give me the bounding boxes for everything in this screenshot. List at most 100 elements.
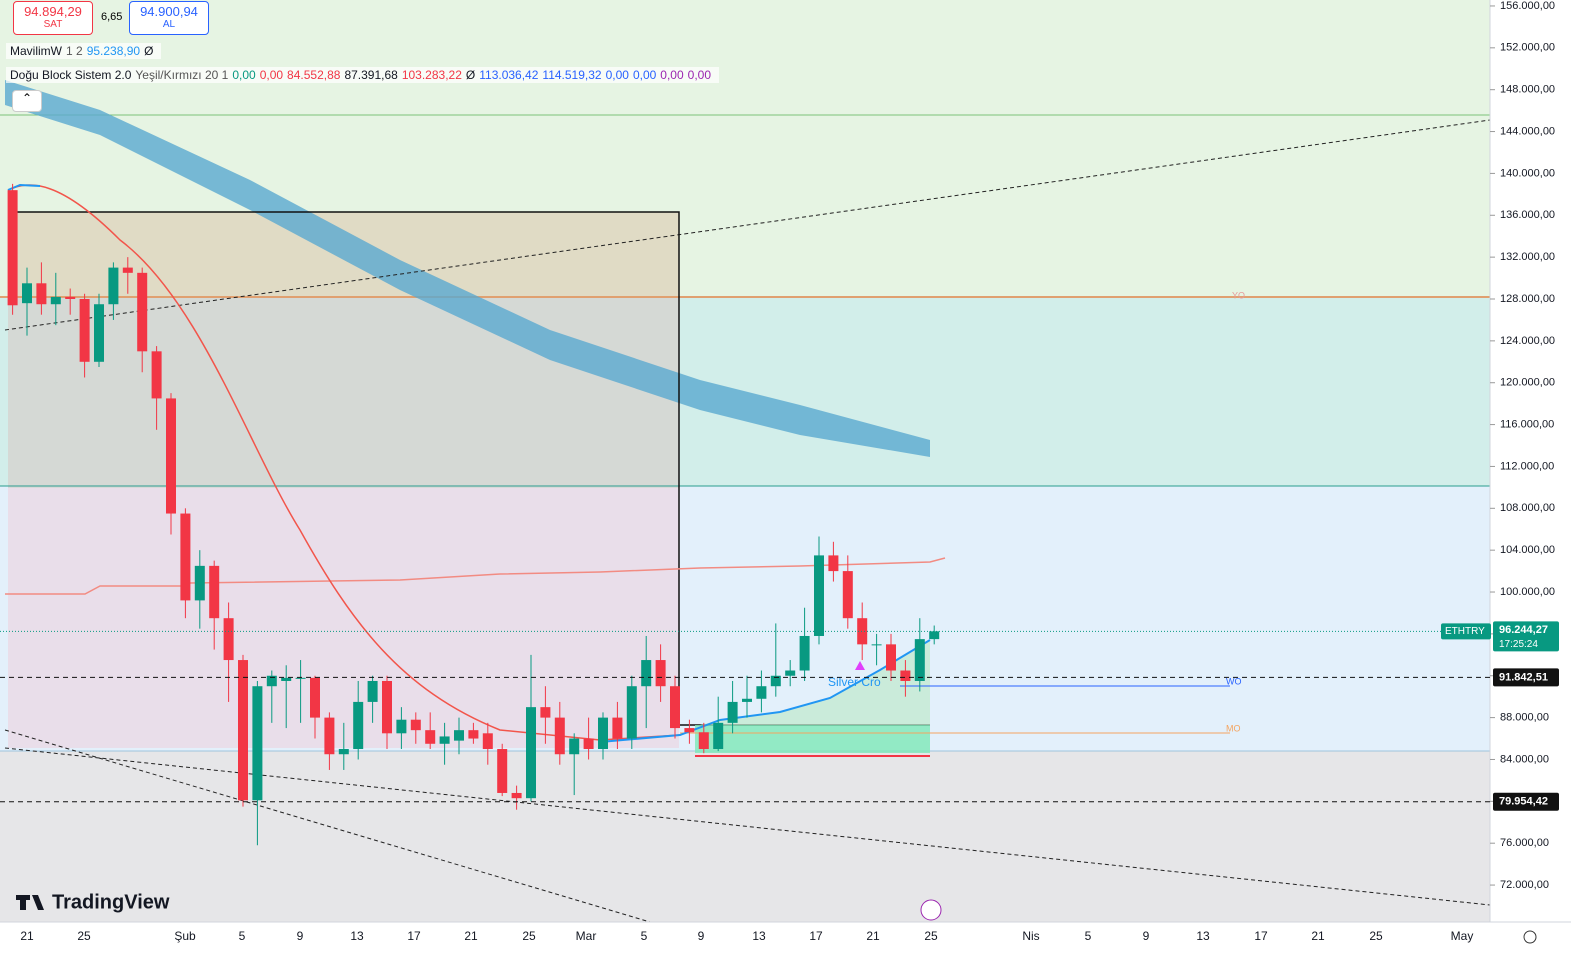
candle-body bbox=[799, 635, 810, 671]
collapse-button[interactable]: ⌃ bbox=[12, 90, 42, 112]
x-tick-label: 5 bbox=[239, 929, 246, 943]
sell-button[interactable]: 94.894,29 SAT bbox=[13, 1, 93, 35]
indicator-value: 0,00 bbox=[687, 68, 712, 82]
mavilimw bbox=[7, 183, 41, 191]
candle-body bbox=[122, 267, 133, 273]
candle-body bbox=[223, 618, 234, 661]
trendline bbox=[4, 119, 1491, 331]
x-tick-label: 21 bbox=[464, 929, 478, 943]
candle-body bbox=[410, 719, 421, 731]
x-tick-label: 5 bbox=[1085, 929, 1092, 943]
candle-body bbox=[238, 660, 248, 801]
indicator-value: Ø bbox=[144, 44, 154, 58]
y-tick-label: 152.000,00 bbox=[1500, 42, 1555, 54]
y-tick-label: 100.000,00 bbox=[1500, 586, 1555, 598]
candle-body bbox=[36, 283, 47, 305]
x-tick-label: 17 bbox=[407, 929, 421, 943]
y-tick-label: 84.000,00 bbox=[1500, 753, 1549, 765]
candle-body bbox=[929, 631, 940, 640]
x-tick-label: 21 bbox=[1311, 929, 1325, 943]
candle-body bbox=[914, 639, 925, 681]
x-tick-label: Mar bbox=[576, 929, 597, 943]
x-tick-label: 21 bbox=[866, 929, 880, 943]
candle-body bbox=[670, 686, 680, 729]
settings[interactable] bbox=[1523, 930, 1537, 944]
candle-body bbox=[22, 283, 32, 304]
candle-body bbox=[367, 680, 378, 702]
x-tick-label: 5 bbox=[641, 929, 648, 943]
candle-body bbox=[828, 555, 839, 572]
indicator-value: 0,00 bbox=[605, 68, 629, 82]
y-tick-label: 112.000,00 bbox=[1500, 460, 1554, 472]
candle-body bbox=[454, 730, 464, 741]
candle-body bbox=[180, 513, 191, 601]
x-tick-label: Şub bbox=[174, 929, 196, 943]
y-tick-label: 140.000,00 bbox=[1500, 167, 1555, 179]
ribbon bbox=[5, 80, 930, 457]
symbol-label: ETHTRY bbox=[1445, 626, 1485, 637]
candle-body bbox=[324, 717, 335, 755]
indicator-value: 84.552,88 bbox=[287, 68, 341, 82]
candle-body bbox=[842, 571, 853, 619]
y-tick-label: 132.000,00 bbox=[1500, 251, 1555, 263]
event-icon[interactable] bbox=[920, 899, 942, 921]
price-tag bbox=[1493, 668, 1559, 687]
indicator-value: 0,00 bbox=[632, 68, 657, 82]
indicator-line bbox=[7, 184, 681, 741]
indicator-value: 95.238,90 bbox=[86, 44, 141, 58]
candle-body bbox=[295, 677, 306, 679]
candle-body bbox=[382, 680, 392, 734]
x-tick-label: 21 bbox=[20, 929, 34, 943]
candle-body bbox=[871, 644, 882, 646]
annotation: Silver Cro bbox=[828, 675, 881, 689]
candle-body bbox=[497, 749, 508, 793]
y-tick-label: 76.000,00 bbox=[1500, 837, 1549, 849]
logo: TradingView bbox=[52, 891, 170, 913]
candle-body bbox=[770, 675, 781, 687]
y-tick-label: 156.000,00 bbox=[1500, 0, 1555, 12]
trendline bbox=[4, 729, 651, 923]
indicator-value: 0,00 bbox=[259, 68, 284, 82]
y-tick-label: 128.000,00 bbox=[1500, 293, 1555, 305]
x-tick-label: May bbox=[1451, 929, 1474, 943]
candle-body bbox=[583, 738, 594, 750]
spread: 6,65 bbox=[101, 11, 123, 23]
candle-body bbox=[612, 717, 623, 739]
price-tag-label: 96.244,27 bbox=[1499, 624, 1548, 636]
x-tick-label: 9 bbox=[698, 929, 705, 943]
candle-body bbox=[137, 272, 148, 352]
candle-body bbox=[108, 267, 119, 305]
price-tag-label: 79.954,42 bbox=[1499, 796, 1548, 808]
zone bbox=[695, 725, 930, 753]
candle-body bbox=[252, 686, 263, 801]
box bbox=[8, 488, 679, 748]
indicator-value: 114.519,32 bbox=[542, 68, 602, 82]
x-tick-label: 9 bbox=[297, 929, 304, 943]
box bbox=[8, 298, 679, 488]
candle-body bbox=[468, 730, 479, 739]
candle-body bbox=[439, 736, 450, 744]
indicator-legend[interactable]: MavilimW 1 2 95.238,90 Ø bbox=[6, 43, 162, 59]
candle-body bbox=[742, 698, 752, 702]
y-tick-label: 124.000,00 bbox=[1500, 335, 1555, 347]
indicator-value: 0,00 bbox=[660, 68, 684, 82]
x-tick-label: 25 bbox=[522, 929, 536, 943]
annotation: WO bbox=[1226, 676, 1242, 686]
price-tag-label: 91.842,51 bbox=[1499, 671, 1548, 683]
candle-body bbox=[396, 719, 407, 734]
buy-button[interactable]: 94.900,94 AL bbox=[129, 1, 209, 35]
y-tick-label: 148.000,00 bbox=[1500, 84, 1555, 96]
x-tick-label: 25 bbox=[77, 929, 91, 943]
indicator-params: 1 2 bbox=[66, 44, 83, 58]
candle-body bbox=[655, 660, 666, 687]
area bbox=[700, 640, 930, 725]
candle-body bbox=[94, 304, 104, 362]
candle-body bbox=[598, 717, 608, 750]
sell-price: 94.894,29 bbox=[24, 4, 82, 19]
candle-body bbox=[7, 190, 18, 306]
candle-body bbox=[785, 670, 796, 676]
candle-body bbox=[626, 686, 637, 739]
